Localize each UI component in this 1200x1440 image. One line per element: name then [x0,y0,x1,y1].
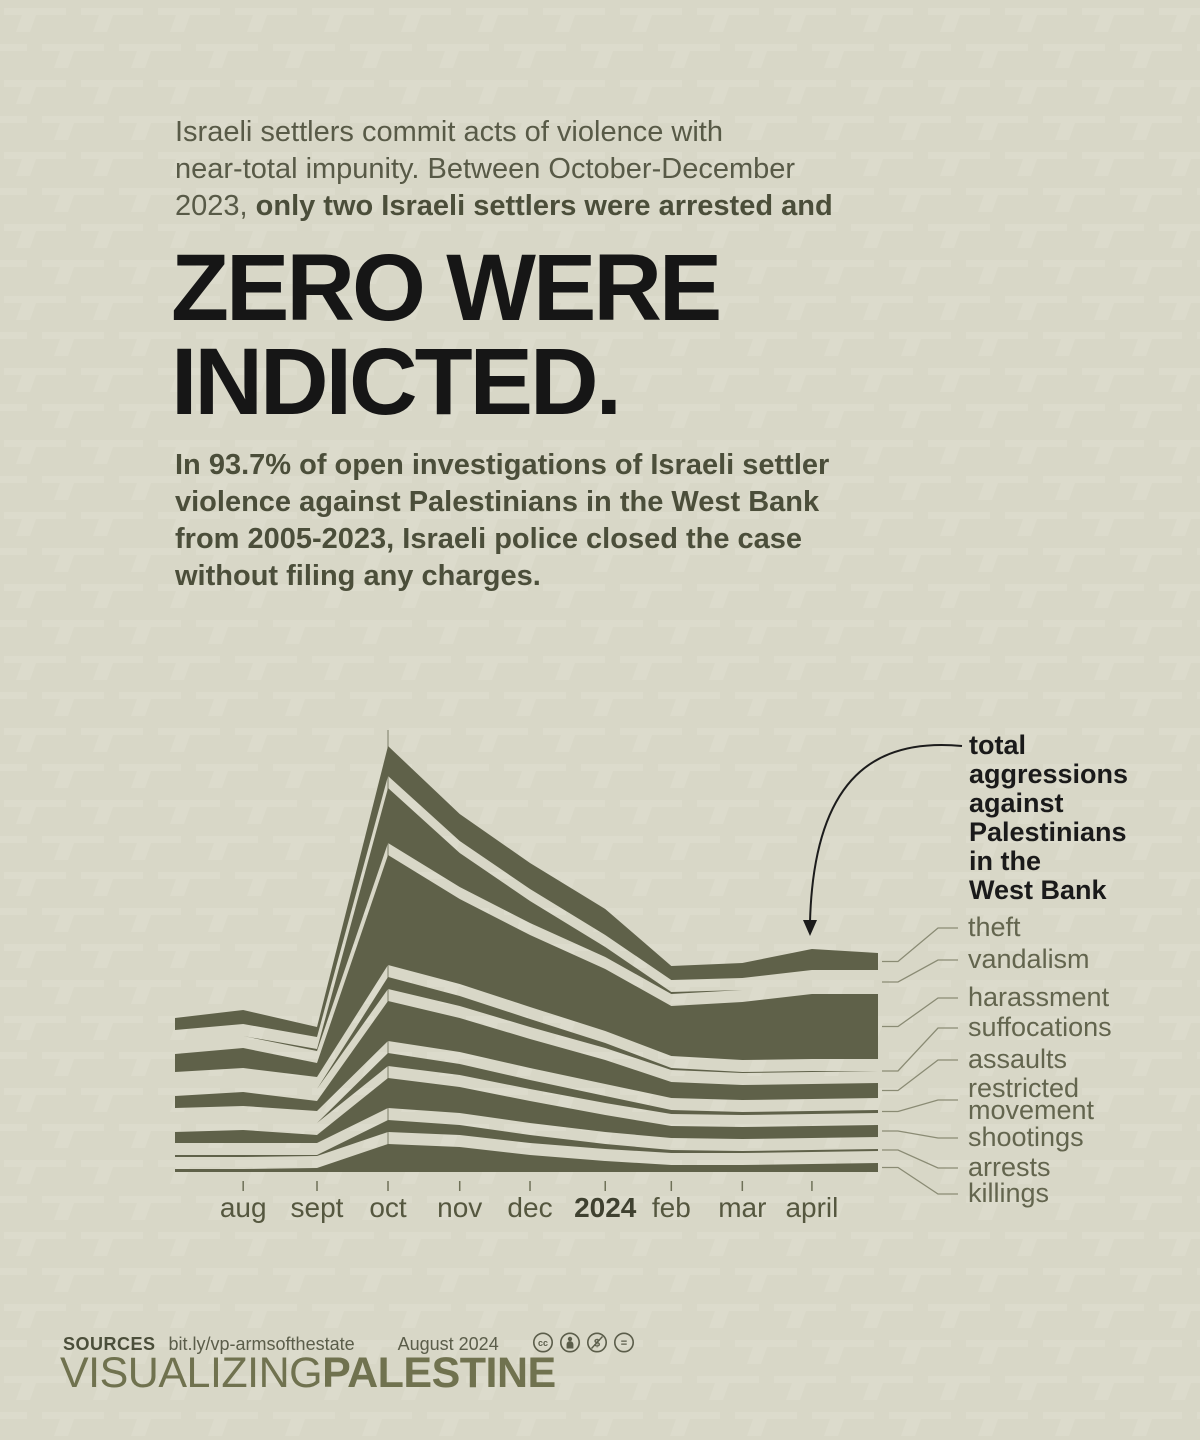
legend-harassment: harassment [968,982,1110,1012]
annotation-arrow [809,744,963,923]
band-arrests [175,1120,878,1157]
svg-text:cc: cc [538,1338,548,1348]
visualizing-palestine-logo: VISUALIZINGPALESTINE [60,1350,556,1396]
leader-line-killings [882,1166,958,1195]
logo-light-part: VISUALIZING [60,1349,323,1397]
leader-line-theft [882,927,958,963]
band-assaults [175,1001,878,1111]
month-label-aug: aug [219,1192,267,1223]
month-label-april: april [785,1192,839,1223]
band-shootings [175,1078,878,1143]
month-label-2024: 2024 [574,1192,637,1223]
logo-heavy-part: PALESTINE [322,1349,556,1397]
band-harassment [175,855,878,1077]
leader-line-arrests [882,1149,958,1169]
annotation-arrowhead [803,920,817,936]
headline-line-2: INDICTED. [171,329,622,435]
intro-line-1: Israeli settlers commit acts of violence… [175,116,723,148]
band-suffocations [175,977,878,1089]
leader-line-shootings [882,1130,958,1139]
legend-restricted-movement: restricted movement [968,1073,1095,1125]
legend-theft: theft [968,912,1021,942]
band-restricted-movement [175,1053,878,1123]
month-label-feb: feb [651,1192,691,1223]
leader-line-restricted-movement [882,1099,958,1113]
leader-line-suffocations [882,1027,958,1072]
leader-line-vandalism [882,959,958,983]
leader-line-assaults [882,1059,958,1092]
subhead-paragraph: In 93.7% of open investigations of Israe… [175,449,830,592]
intro-line-3-bold: only two Israeli settlers were arrested … [255,190,833,222]
headline-line-1: ZERO WERE [171,235,722,341]
month-label-dec: dec [507,1192,553,1223]
band-theft [175,746,878,1037]
legend-suffocations: suffocations [968,1012,1112,1042]
legend-shootings: shootings [968,1122,1084,1152]
legend-vandalism: vandalism [968,944,1090,974]
legend-assaults: assaults [968,1044,1068,1074]
band-vandalism [175,788,878,1051]
band-killings [175,1144,878,1172]
month-label-mar: mar [718,1192,767,1223]
intro-line-3: 2023, only two Israeli settlers were arr… [175,190,833,222]
month-label-sept: sept [290,1192,344,1223]
legend-killings: killings [968,1178,1050,1208]
headline: ZERO WERE INDICTED. [171,235,931,435]
leader-line-harassment [882,997,958,1028]
month-label-nov: nov [437,1192,483,1223]
intro-paragraph: Israeli settlers commit acts of violence… [175,114,935,225]
svg-text:=: = [621,1338,627,1350]
total-aggressions-annotation: total aggressions against Palestinians i… [969,730,1129,905]
month-label-oct: oct [369,1192,407,1223]
intro-line-2: near-total impunity. Between October-Dec… [175,153,796,185]
legend-arrests: arrests [968,1152,1051,1182]
